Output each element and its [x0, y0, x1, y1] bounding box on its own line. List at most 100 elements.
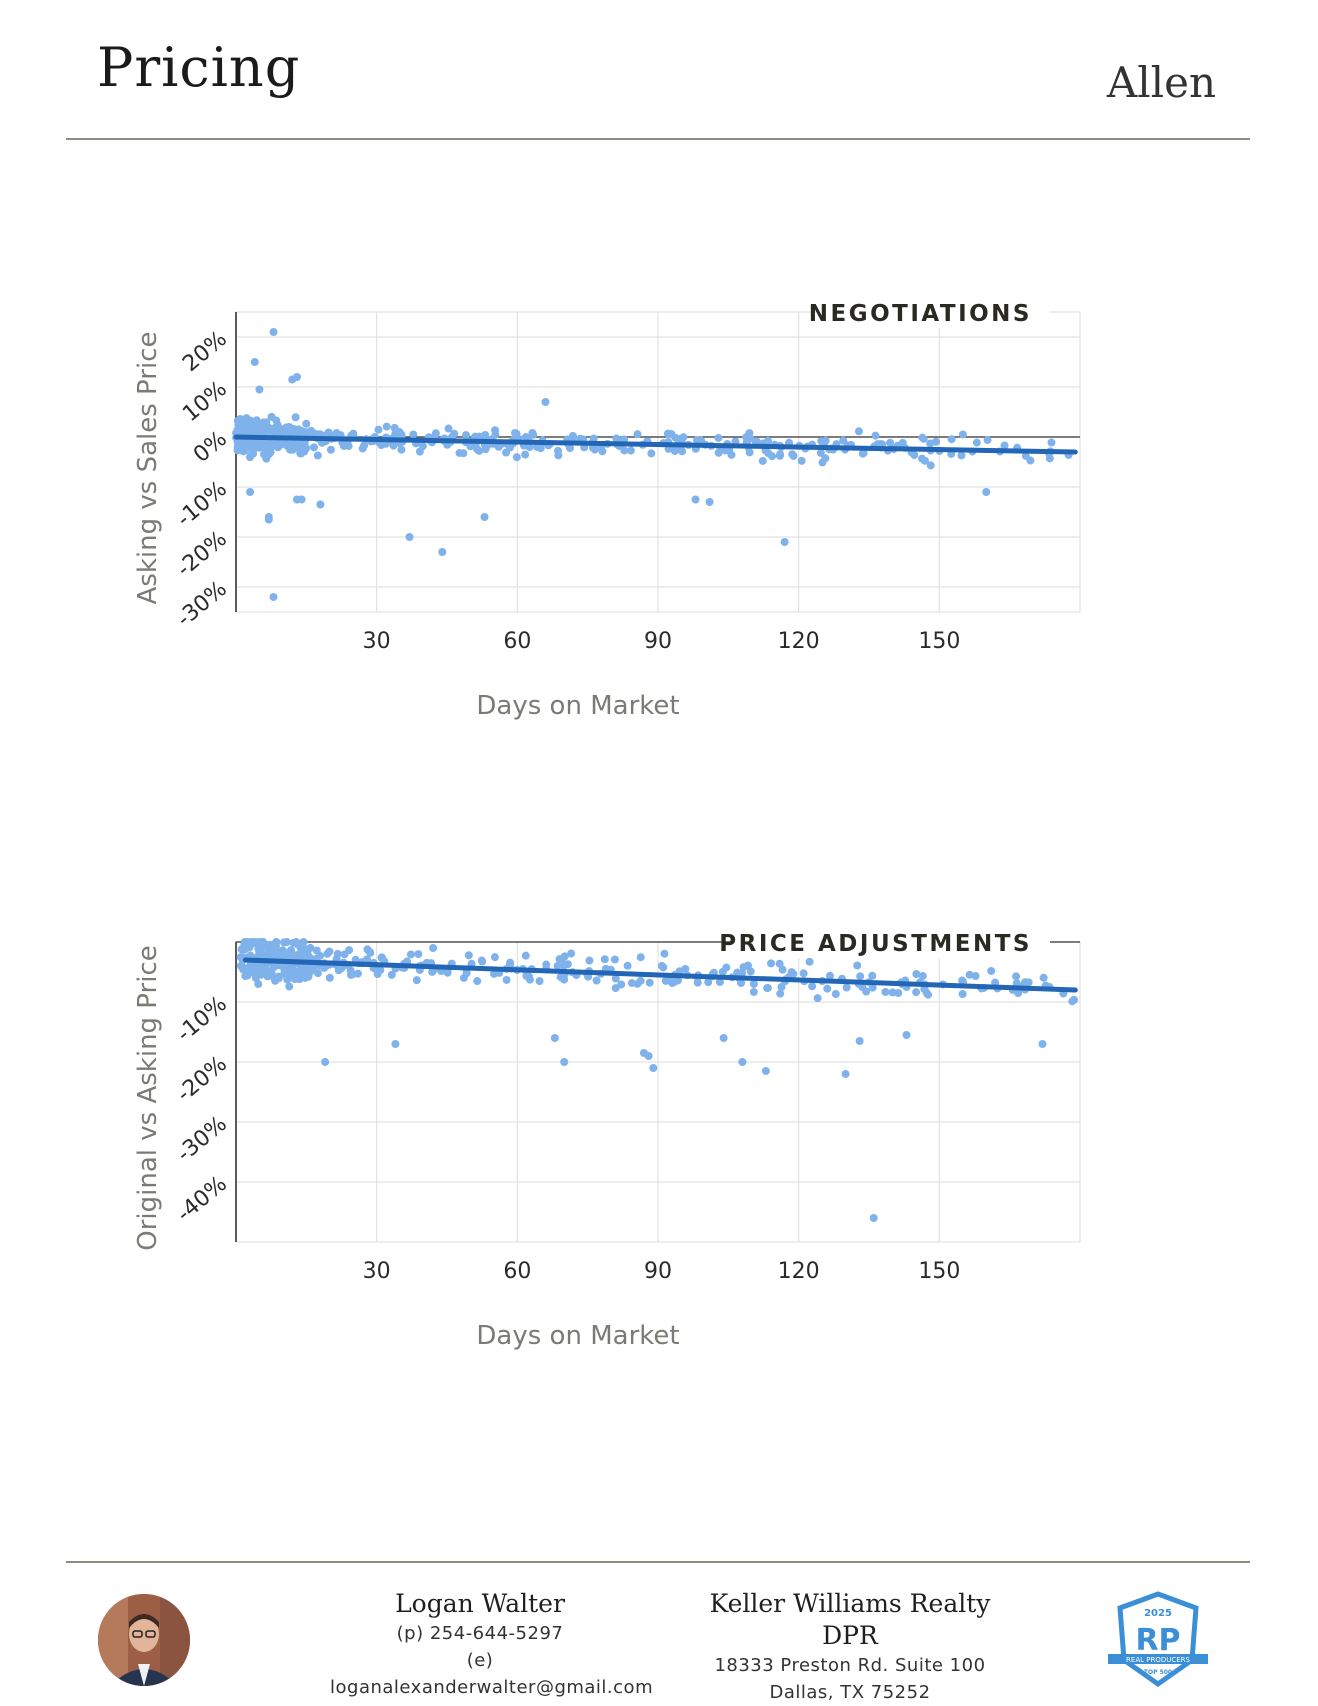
data-point [237, 961, 246, 970]
data-point [284, 440, 293, 449]
data-point [611, 974, 620, 983]
negotiations-chart: NEGOTIATIONS 30 60 90 120 150 20%10%0% -10%-20%… [133, 298, 1081, 721]
x-axis-label: Days on Market [476, 1321, 679, 1351]
data-point [718, 967, 727, 976]
data-point [525, 975, 534, 984]
data-point [869, 1214, 878, 1222]
data-point [239, 437, 248, 446]
data-point [325, 973, 334, 982]
x-tick-label: 60 [503, 629, 531, 654]
data-point [758, 456, 767, 465]
data-point [1026, 456, 1035, 465]
data-point [418, 442, 427, 451]
data-point [1047, 438, 1056, 447]
data-point [267, 412, 276, 421]
data-point [611, 984, 620, 993]
data-point [405, 533, 414, 541]
data-point [292, 373, 301, 381]
data-point [862, 987, 871, 996]
data-point [443, 968, 452, 977]
data-point [246, 488, 255, 496]
agent-avatar [98, 1594, 190, 1686]
data-point [307, 426, 316, 435]
data-point [334, 966, 343, 975]
data-point [243, 938, 252, 946]
data-point [250, 358, 259, 366]
data-point [920, 456, 929, 465]
data-point [412, 976, 421, 985]
company-address-line2: Dallas, TX 75252 [769, 1682, 931, 1703]
data-point [855, 1037, 864, 1045]
footer: Logan Walter (p) 254-644-5297 (e) logana… [0, 1580, 1318, 1703]
data-point [258, 966, 267, 975]
data-point [894, 989, 903, 998]
data-point [240, 417, 249, 426]
data-point [777, 983, 786, 992]
x-tick-label: 120 [778, 1259, 820, 1284]
data-point [780, 538, 789, 546]
data-point [360, 441, 369, 450]
trend-line [242, 957, 1078, 993]
data-point [600, 955, 609, 964]
data-point [919, 434, 928, 443]
data-point [823, 984, 832, 993]
title-backing [731, 928, 1050, 958]
data-point [521, 951, 530, 960]
real-producers-badge-icon: 2025 RP REAL PRODUCERS TOP 500 [1108, 1591, 1208, 1688]
data-point [1021, 978, 1030, 987]
data-point [280, 938, 289, 947]
data-point [805, 957, 814, 966]
data-point [645, 978, 654, 987]
data-point [912, 988, 921, 997]
data-point [246, 441, 255, 450]
data-point [1000, 441, 1009, 450]
data-point [490, 953, 499, 962]
data-point [886, 438, 895, 447]
data-point [902, 1031, 911, 1039]
page-title: Pricing [97, 36, 301, 99]
data-point [502, 975, 511, 984]
y-axis-label: Asking vs Sales Price [133, 332, 163, 605]
data-point [749, 979, 758, 988]
footer-divider [66, 1561, 1250, 1563]
data-point [926, 461, 935, 470]
data-point [924, 990, 933, 999]
agent-phone[interactable]: (p) 254-644-5297 [396, 1623, 564, 1644]
data-point [918, 971, 927, 980]
data-point [409, 430, 418, 439]
data-point [239, 447, 248, 456]
data-point [541, 398, 550, 406]
agent-email[interactable]: (e) loganalexanderwalter@gmail.com [330, 1650, 654, 1698]
data-point [391, 1040, 400, 1048]
data-point [473, 977, 482, 986]
data-point [799, 969, 808, 978]
y-axis-label: Original vs Asking Price [133, 945, 163, 1251]
data-point [390, 423, 399, 432]
data-point [567, 949, 576, 958]
data-point [983, 436, 992, 445]
y-tick-label: 20% [178, 326, 232, 377]
data-point [528, 428, 537, 437]
data-point [353, 969, 362, 978]
data-point [295, 967, 304, 976]
data-point [1045, 454, 1054, 463]
data-point [647, 449, 656, 458]
data-point [585, 956, 594, 965]
y-tick-label: -30% [172, 1111, 232, 1167]
data-point [274, 974, 283, 983]
company-name: Keller Williams Realty DPR [709, 1589, 991, 1650]
data-point [333, 949, 342, 958]
data-point [868, 971, 877, 980]
data-point [853, 961, 862, 970]
x-tick-label: 120 [778, 629, 820, 654]
data-point [626, 446, 635, 455]
data-point [559, 961, 568, 970]
data-point [346, 966, 355, 975]
chart-title: PRICE ADJUSTMENTS [719, 931, 1032, 957]
y-tick-label: -40% [172, 1171, 232, 1227]
data-point [265, 444, 274, 453]
data-point [297, 426, 306, 435]
x-axis-label: Days on Market [476, 691, 679, 721]
data-point [982, 488, 991, 496]
y-tick-label: 0% [189, 426, 232, 468]
